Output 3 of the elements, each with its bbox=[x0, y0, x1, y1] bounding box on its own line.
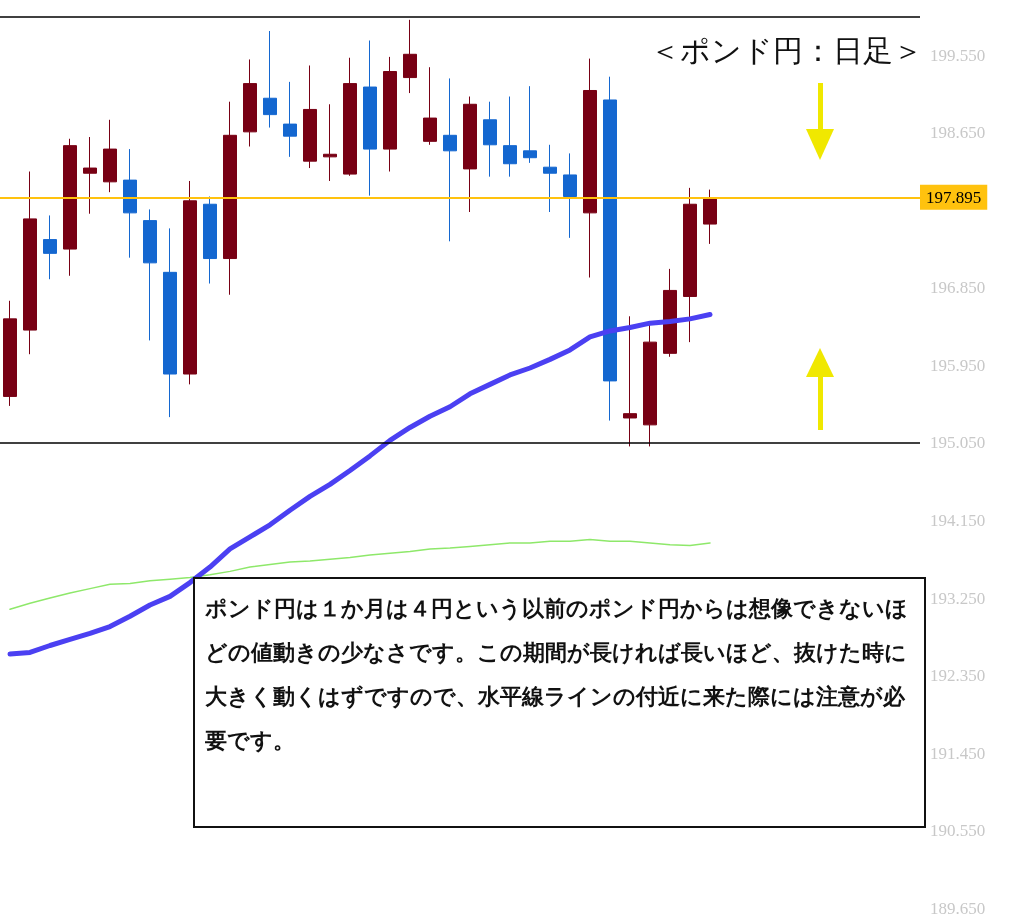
ref-line-label: 197.895 bbox=[926, 187, 982, 207]
text-box: ポンド円は１か月は４円という以前のポンド円からは想像できないほどの値動きの少なさです。この期間が長ければ長いほど、抜けた時に大きく動くはずですので、水平線ラインの付近に来た際には注意が必要です。 bbox=[193, 577, 926, 828]
text: ＜ポンド円：日足＞ bbox=[650, 33, 923, 67]
